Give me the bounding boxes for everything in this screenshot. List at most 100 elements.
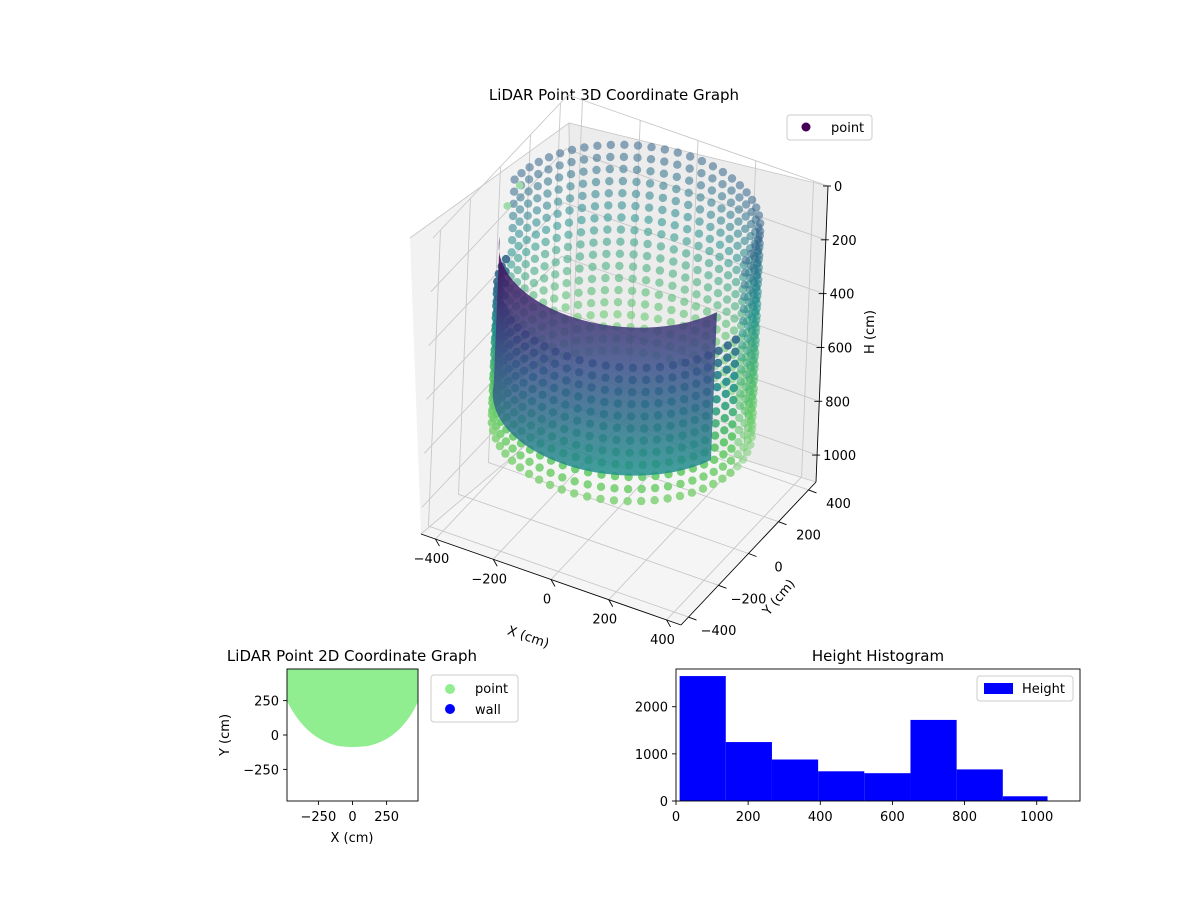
lidar-point (655, 278, 664, 287)
lidar-point (514, 241, 523, 251)
lidar-point (628, 262, 638, 271)
lidar-point (734, 438, 743, 447)
lidar-point (727, 186, 736, 195)
y-tick-label-3d: 400 (826, 497, 851, 512)
lidar-point (515, 217, 524, 226)
lidar-point (633, 141, 643, 150)
lidar-point (721, 319, 731, 328)
lidar-point (613, 298, 623, 307)
lidar-point (655, 266, 665, 275)
lidar-point (509, 199, 518, 208)
lidar-point (715, 252, 724, 262)
lidar-point (731, 347, 740, 356)
lidar-point (695, 205, 705, 214)
lidar-point (609, 496, 619, 505)
lidar-point (629, 238, 639, 247)
x-tick-label-3d: 400 (650, 633, 675, 648)
lidar-point (721, 331, 730, 341)
lidar-point (740, 406, 750, 416)
lidar-point (684, 188, 693, 197)
lidar-point (742, 370, 751, 379)
lidar-point (726, 468, 735, 477)
lidar-point (577, 215, 586, 225)
lidar-point (734, 217, 743, 226)
lidar-point (718, 462, 728, 471)
lidar-point (573, 300, 583, 310)
lidar-point (740, 419, 749, 428)
lidar-point (564, 230, 573, 239)
lidar-point (660, 145, 669, 154)
lidar-point (657, 230, 666, 239)
lidar-point (733, 241, 742, 250)
lidar-point (524, 175, 534, 184)
grid-y-line (428, 230, 689, 618)
lidar-point (508, 236, 517, 245)
lidar-point (539, 274, 549, 283)
lidar-point (618, 176, 628, 186)
lidar-point (619, 164, 628, 174)
lidar-dense-front (492, 236, 717, 476)
y-tick-label-3d: −400 (701, 624, 737, 639)
legend-3d-label: point (831, 121, 864, 136)
lidar-point (730, 302, 740, 311)
lidar-point (583, 480, 592, 489)
lidar-point (643, 227, 653, 237)
grid-z-line (428, 202, 824, 346)
lidar-point (633, 153, 642, 162)
lidar-point (710, 455, 719, 464)
lidar-point (508, 444, 517, 453)
lidar-point (708, 162, 718, 171)
ticks-hist: 0 200 400 600 800 1000 0 1000 2000 (635, 701, 1053, 825)
lidar-point (613, 310, 622, 319)
lidar-point (739, 304, 748, 314)
lidar-point (642, 264, 651, 273)
legend-2d-point-label: point (475, 682, 508, 697)
x-axis-label-2d: X (cm) (331, 831, 374, 846)
lidar-point (712, 395, 721, 404)
lidar-point (606, 152, 615, 162)
lidar-point (741, 200, 751, 209)
chart-hist: Height Histogram 0 200 400 600 800 1000 0 1000 2… (635, 647, 1081, 825)
z-tick-label-3d: 400 (830, 288, 855, 303)
lidar-point (534, 169, 543, 179)
lidar-point (576, 240, 585, 249)
lidar-point (718, 474, 727, 483)
hist-bar (1002, 796, 1048, 801)
lidar-point (680, 297, 689, 306)
hist-bar (818, 771, 865, 801)
lidar-point (694, 229, 704, 238)
lidar-point (593, 141, 602, 150)
lidar-point (522, 235, 531, 245)
lidar-point (563, 254, 572, 264)
lidar-point (630, 226, 639, 235)
lidar-point (741, 224, 750, 233)
lidar-point (713, 301, 722, 310)
grid-y-line (488, 166, 749, 554)
z-tick-label-3d: 600 (827, 341, 852, 356)
legend-2d-wall-marker (445, 704, 455, 714)
lidar-point (515, 205, 525, 214)
lidar-point (541, 225, 551, 235)
lidar-point (630, 214, 640, 223)
lidar-point (681, 261, 690, 270)
lidar-point (740, 292, 749, 301)
lidar-point (606, 140, 615, 150)
grid-z-line (432, 94, 829, 239)
lidar-point (735, 401, 744, 410)
z-axis-label-3d: H (cm) (863, 310, 878, 354)
lidar-point (740, 236, 749, 246)
lidar-point (550, 282, 559, 291)
y-tick-mark (778, 521, 787, 526)
lidar-point (706, 210, 716, 219)
lidar-point (697, 156, 707, 166)
lidar-point (540, 262, 549, 271)
lidar-point (604, 201, 613, 210)
lidar-point (601, 273, 610, 283)
lidar-point (552, 233, 561, 243)
lidar-point (747, 195, 757, 205)
lidar-point (617, 213, 626, 222)
lidar-point (723, 341, 732, 350)
lidar-point (564, 218, 574, 227)
lidar-outlier-point (503, 202, 512, 210)
